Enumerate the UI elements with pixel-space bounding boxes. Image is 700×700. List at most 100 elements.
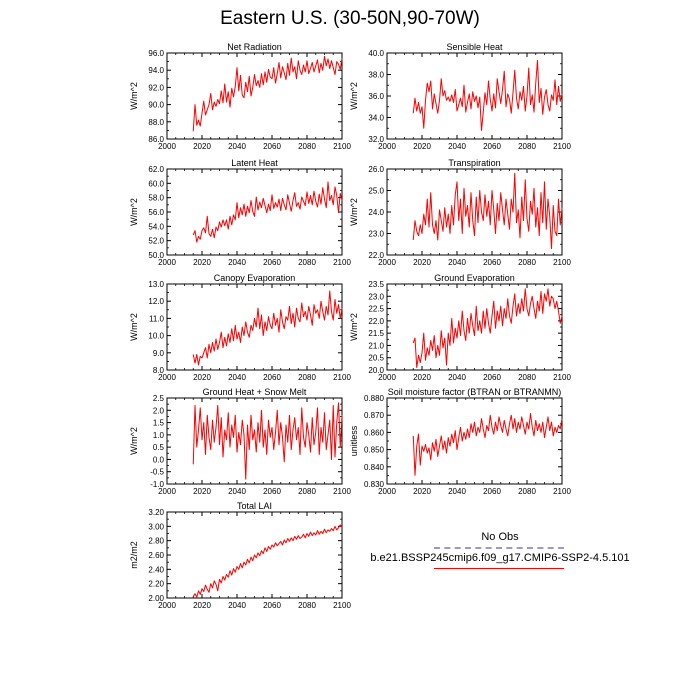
x-tick-label: 2080 (518, 258, 536, 267)
x-tick-label: 2000 (158, 373, 176, 382)
series-line-net-radiation (192, 55, 343, 132)
y-tick-label: 32.0 (368, 135, 384, 144)
x-tick-label: 2040 (228, 258, 246, 267)
x-tick-label: 2100 (553, 487, 571, 496)
x-tick-label: 2100 (553, 258, 571, 267)
y-axis-label: unitless (349, 425, 359, 456)
panel-title: Ground Heat + Snow Melt (203, 387, 307, 397)
y-tick-label: 20.0 (368, 366, 384, 375)
y-tick-label: 25.0 (368, 187, 384, 196)
y-tick-label: 92.0 (148, 83, 164, 92)
y-tick-label: 3.00 (148, 522, 164, 531)
y-tick-label: 56.0 (148, 208, 164, 217)
y-tick-label: 58.0 (148, 194, 164, 203)
y-axis-label: W/m^2 (349, 313, 359, 341)
y-tick-label: 0.840 (364, 463, 385, 472)
x-tick-label: 2060 (263, 258, 281, 267)
x-tick-label: 2060 (483, 258, 501, 267)
y-tick-label: 1.5 (153, 419, 165, 428)
x-tick-label: 2020 (193, 487, 211, 496)
series-line-ground-heat-snow-melt (192, 402, 343, 480)
legend-obs-label: No Obs (481, 531, 519, 543)
panel-sensible-heat: Sensible Heat W/m^2 2000 2020 2040 2060 2080 21… (349, 42, 571, 151)
x-tick-label: 2100 (553, 142, 571, 151)
x-tick-label: 2080 (518, 487, 536, 496)
x-tick-label: 2000 (158, 142, 176, 151)
y-tick-label: 12.0 (148, 297, 164, 306)
plot-frame (386, 283, 563, 371)
x-tick-label: 2080 (298, 373, 316, 382)
x-tick-label: 2000 (378, 487, 396, 496)
y-axis-label: W/m^2 (129, 82, 139, 110)
x-tick-label: 2060 (483, 142, 501, 151)
x-tick-label: 2020 (193, 142, 211, 151)
x-tick-label: 2020 (193, 258, 211, 267)
panel-title: Soil moisture factor (BTRAN or BTRANMN) (388, 387, 562, 397)
series-line-soil-moisture-factor (412, 412, 563, 476)
x-tick-label: 2060 (483, 373, 501, 382)
plot-frame (386, 168, 563, 256)
x-tick-label: 2080 (298, 258, 316, 267)
y-tick-label: 50.0 (148, 251, 164, 260)
x-tick-label: 2060 (483, 487, 501, 496)
y-tick-label: 2.00 (148, 594, 164, 603)
legend: No Obs b.e21.BSSP245cmip6.f09_g17.CMIP6-… (350, 528, 650, 578)
y-tick-label: 26.0 (368, 165, 384, 174)
plot-frame (166, 397, 343, 485)
y-tick-label: 2.5 (153, 394, 165, 403)
x-tick-label: 2040 (228, 142, 246, 151)
y-tick-label: 86.0 (148, 135, 164, 144)
y-tick-label: 62.0 (148, 165, 164, 174)
x-tick-label: 2000 (158, 258, 176, 267)
x-tick-label: 2060 (263, 142, 281, 151)
y-tick-label: 34.0 (368, 114, 384, 123)
y-tick-label: 21.5 (368, 329, 384, 338)
panel-title: Latent Heat (231, 158, 278, 168)
x-tick-label: 2000 (378, 258, 396, 267)
y-tick-label: 94.0 (148, 66, 164, 75)
y-axis-label: W/m^2 (349, 82, 359, 110)
y-tick-label: 2.40 (148, 565, 164, 574)
x-tick-label: 2040 (228, 373, 246, 382)
panel-net-radiation: Net Radiation W/m^2 2000 2020 2040 2060 2080 21… (129, 42, 351, 151)
y-tick-label: 9.0 (153, 349, 165, 358)
series-line-transpiration (412, 172, 563, 250)
panel-title: Ground Evaporation (434, 273, 515, 283)
y-tick-label: 0.830 (364, 480, 385, 489)
y-axis-label: m2/m2 (129, 541, 139, 569)
x-tick-label: 2040 (448, 487, 466, 496)
panel-ground-heat-snow-melt: Ground Heat + Snow Melt W/m^2 2000 2020 2040… (129, 387, 351, 496)
x-tick-label: 2080 (298, 601, 316, 610)
y-tick-label: 36.0 (368, 92, 384, 101)
y-tick-label: 24.0 (368, 208, 384, 217)
panel-title: Net Radiation (227, 42, 282, 52)
y-tick-label: 23.0 (368, 292, 384, 301)
y-axis-label: W/m^2 (349, 198, 359, 226)
y-tick-label: 88.0 (148, 118, 164, 127)
y-tick-label: 22.5 (368, 305, 384, 314)
y-tick-label: 21.0 (368, 341, 384, 350)
y-tick-label: 11.0 (149, 314, 165, 323)
x-tick-label: 2080 (298, 487, 316, 496)
x-tick-label: 2040 (228, 601, 246, 610)
x-tick-label: 2000 (158, 487, 176, 496)
x-tick-label: 2020 (413, 487, 431, 496)
y-tick-label: 2.60 (148, 551, 164, 560)
y-tick-label: 2.80 (148, 537, 164, 546)
x-tick-label: 2020 (413, 373, 431, 382)
x-tick-label: 2100 (553, 373, 571, 382)
y-tick-label: -0.5 (150, 468, 164, 477)
series-line-canopy-evaporation (192, 290, 343, 366)
x-tick-label: 2080 (518, 373, 536, 382)
x-tick-label: 2000 (378, 142, 396, 151)
panel-ground-evaporation: Ground Evaporation W/m^2 2000 2020 2040 2060 2… (349, 273, 571, 382)
y-tick-label: 60.0 (148, 179, 164, 188)
legend-model-line (434, 568, 564, 569)
legend-obs-line (434, 547, 564, 549)
x-tick-label: 2020 (413, 258, 431, 267)
y-axis-label: W/m^2 (129, 427, 139, 455)
x-tick-label: 2080 (298, 142, 316, 151)
legend-model-label: b.e21.BSSP245cmip6.f09_g17.CMIP6-SSP2-4.… (370, 552, 630, 564)
panel-title: Canopy Evaporation (214, 273, 296, 283)
series-line-sensible-heat (412, 60, 563, 131)
